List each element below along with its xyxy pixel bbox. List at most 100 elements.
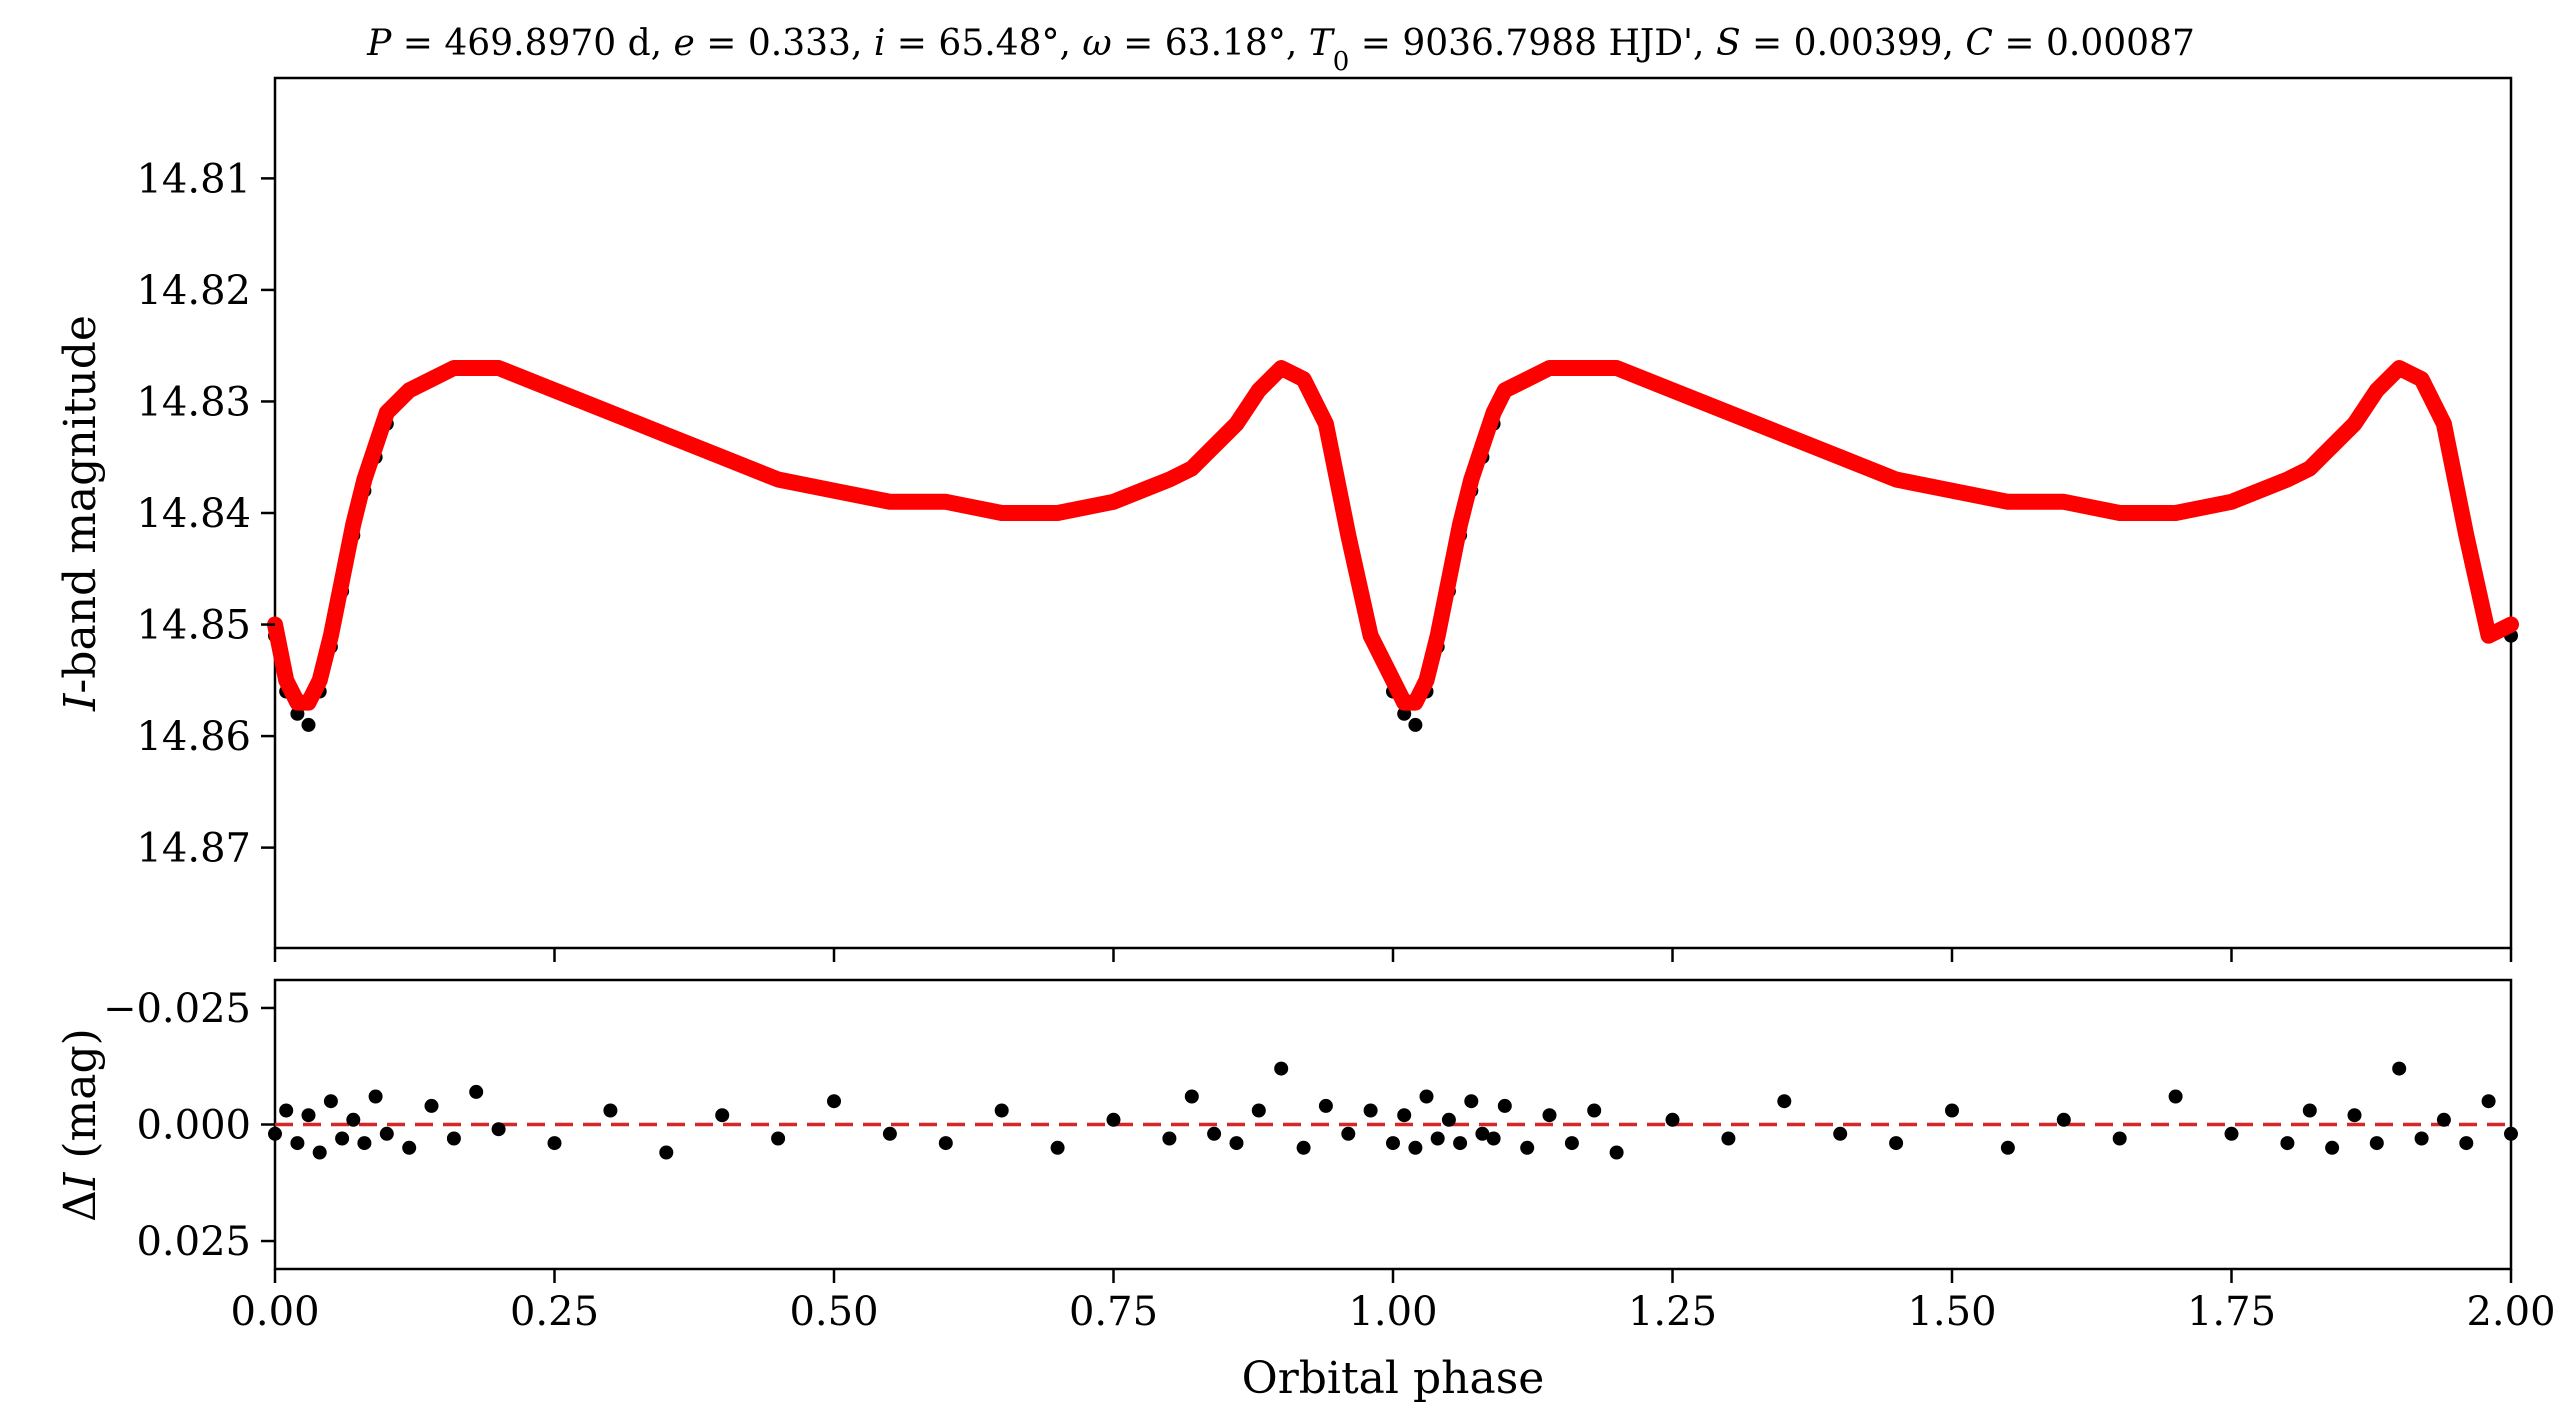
title-part-11: S [1716,23,1741,64]
residual-point [2436,1112,2451,1127]
residual-point [1497,1098,1512,1113]
residual-point [346,1112,361,1127]
residual-point [268,1126,282,1141]
title-part-7: = 63.18°, [1112,23,1309,64]
residual-point [469,1084,484,1099]
title-part-12: = 0.00399, [1741,23,1966,64]
top-ylabel-italic: I [55,692,106,712]
bottom-panel-x-ticks: 0.00 0.25 0.50 0.75 1.00 1.25 1.50 1.75 2.00 [230,1269,2556,1335]
residual-point [882,1126,897,1141]
residual-point [2056,1112,2071,1127]
x-tick-label: 2.00 [2466,1289,2555,1335]
residual-point [2392,1061,2407,1076]
residual-point [290,1136,305,1151]
y-tick-label: 14.81 [136,156,251,202]
residual-point [2325,1140,2340,1155]
residual-point [1251,1103,1266,1118]
y-tick-label: 14.85 [136,603,251,649]
residual-point [603,1103,618,1118]
residual-point [2280,1136,2295,1151]
x-tick-label: 1.75 [2187,1289,2276,1335]
title-part-2: e [674,23,695,64]
residual-point [1274,1061,1289,1076]
residual-point [379,1126,394,1141]
title-part-9: 0 [1333,47,1350,77]
residual-point [2224,1126,2239,1141]
residual-point [2168,1089,2183,1104]
residual-point [1341,1126,1356,1141]
data-point [301,717,316,732]
residual-point [323,1094,338,1109]
residual-point [335,1131,350,1146]
residual-point [1453,1136,1468,1151]
title-part-13: C [1965,23,1993,64]
residual-point [2000,1140,2015,1155]
title-part-0: P [366,23,392,64]
title-part-8: T [1309,23,1336,64]
residual-point [357,1136,372,1151]
residual-point [1207,1126,1222,1141]
residual-point [1408,1140,1423,1155]
residual-point [1419,1089,1434,1104]
y-tick-label: 14.83 [136,379,251,425]
residual-point [279,1103,294,1118]
residual-point [312,1145,327,1160]
residual-point [368,1089,383,1104]
model-curve [267,360,2519,711]
top-panel-y-axis-label: I-band magnitude [55,315,106,712]
title-part-6: ω [1082,23,1111,64]
residual-point [402,1140,417,1155]
x-tick-label: 0.25 [510,1289,599,1335]
bottom-panel-frame [273,978,2513,1271]
title-part-5: = 65.48°, [885,23,1082,64]
top-ylabel-rest: -band magnitude [55,315,106,694]
residual-point [424,1098,439,1113]
residual-point [1520,1140,1535,1155]
top-panel-model-curve [267,360,2519,711]
residual-point [827,1094,841,1109]
bottom-panel-y-ticks: −0.025 0.000 0.025 [103,986,275,1265]
residual-point [771,1131,786,1146]
residual-point [1475,1126,1490,1141]
residual-point [1106,1112,1121,1127]
residual-point [2459,1136,2474,1151]
residual-point [1386,1136,1400,1151]
title-part-10: = 9036.7988 HJD', [1349,23,1716,64]
residual-point [938,1136,953,1151]
residual-point [446,1131,461,1146]
x-tick-label: 0.75 [1069,1289,1158,1335]
y-tick-label: 14.82 [136,268,251,314]
y-tick-label: 14.86 [136,714,251,760]
bottom-ylabel-rest: (mag) [55,1028,106,1172]
residual-point [1296,1140,1311,1155]
residual-point [2481,1094,2496,1109]
y-tick-label: 14.87 [136,826,251,872]
residual-point [1945,1103,1959,1118]
residual-point [1050,1140,1065,1155]
chart-title: P = 469.8970 d, e = 0.333, i = 65.48°, ω… [366,23,2195,77]
residual-point [1184,1089,1199,1104]
residual-point [1665,1112,1680,1127]
residual-point [1430,1131,1445,1146]
residual-point [2414,1131,2429,1146]
y-tick-label: 0.000 [136,1103,251,1149]
y-tick-label: 14.84 [136,491,251,537]
x-tick-label: 0.00 [230,1289,319,1335]
x-tick-label: 1.25 [1628,1289,1717,1335]
residual-point [2302,1103,2317,1118]
residual-point [1777,1094,1792,1109]
residual-point [715,1108,730,1123]
y-tick-label: −0.025 [103,986,251,1032]
residual-point [1441,1112,1456,1127]
residual-point [1721,1131,1736,1146]
title-part-1: = 469.8970 d, [391,23,673,64]
residual-point [2347,1108,2362,1123]
top-panel-y-ticks: 14.81 14.82 14.83 14.84 14.85 14.86 14.87 [136,156,275,872]
residual-point [491,1122,506,1137]
residual-point [1542,1108,1557,1123]
residual-point [1564,1136,1579,1151]
residual-point [1162,1131,1177,1146]
residual-point [1587,1103,1602,1118]
